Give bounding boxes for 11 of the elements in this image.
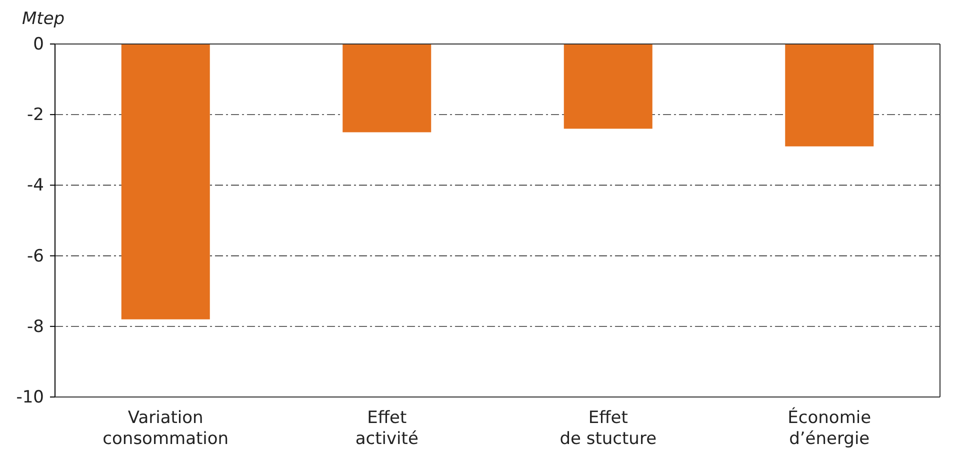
y-tick-label: -4 (27, 176, 44, 196)
x-tick-label: Variation consommation (102, 408, 229, 449)
y-tick-label: -2 (27, 105, 44, 126)
x-tick-label: Effet de stucture (560, 408, 657, 449)
y-tick-label: -6 (27, 246, 44, 266)
x-tick-label: Économie d’énergie (788, 407, 872, 449)
x-tick-label: Effet activité (355, 408, 418, 449)
y-tick-label: -8 (27, 316, 44, 337)
y-axis-title: Mtep (22, 9, 65, 29)
y-tick-label: -10 (16, 387, 44, 408)
y-tick-label: 0 (33, 34, 44, 54)
